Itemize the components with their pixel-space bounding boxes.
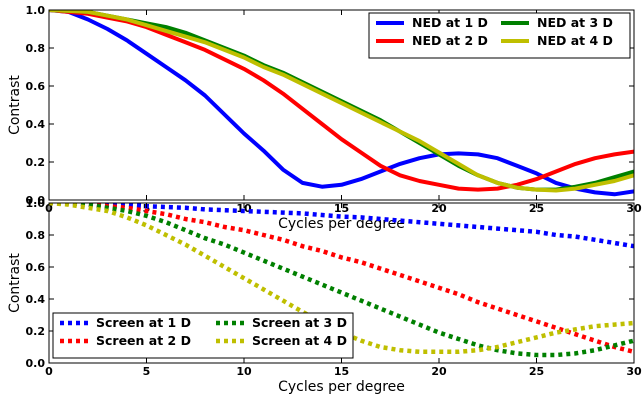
x-tick-label: 0: [45, 365, 53, 378]
legend-label-3: Screen at 3 D: [252, 315, 347, 330]
y-tick-label: 0.4: [26, 293, 46, 306]
legend-label-4: Screen at 4 D: [252, 333, 347, 348]
y-tick-label: 0.2: [26, 156, 46, 169]
legend-label-1: Screen at 1 D: [96, 315, 191, 330]
y-tick-label: 0.2: [26, 325, 46, 338]
x-tick-label: 5: [143, 202, 151, 215]
x-tick-label: 25: [529, 202, 544, 215]
x-axis-label: Cycles per degree: [278, 216, 405, 232]
x-tick-label: 25: [529, 365, 544, 378]
x-tick-label: 5: [143, 365, 151, 378]
y-tick-label: 0.4: [26, 118, 46, 131]
legend-box: [368, 12, 631, 59]
y-tick-label: 1.0: [26, 4, 46, 17]
series-line-4: [49, 10, 634, 193]
x-tick-label: 15: [334, 202, 349, 215]
y-tick-label: 0.0: [26, 357, 46, 370]
y-tick-label: 0.8: [26, 229, 46, 242]
series-line-3: [49, 203, 634, 358]
x-tick-label: 15: [334, 365, 349, 378]
y-tick-label: 0.8: [26, 42, 46, 55]
series-line-2: [49, 203, 634, 354]
legend-label-3: NED at 3 D: [537, 15, 613, 30]
legend-label-2: Screen at 2 D: [96, 333, 191, 348]
series-group: [49, 10, 634, 197]
legend-label-1: NED at 1 D: [412, 15, 488, 30]
legend-label-4: NED at 4 D: [537, 33, 613, 48]
legend-box: [52, 312, 354, 359]
x-tick-label: 20: [431, 365, 447, 378]
legend: NED at 1 D NED at 2 D NED at 3 D NED at 4 D: [368, 12, 631, 59]
y-axis-label: Contrast: [7, 75, 23, 135]
y-tick-label: 0.6: [26, 261, 46, 274]
x-tick-label: 10: [236, 202, 252, 215]
x-tick-label: 30: [626, 365, 642, 378]
chart-panel-2: 0 5 10 15 20 25 30 0.0 0.2 0.4 0.6 0.8 1.0 Cycles per…: [7, 197, 642, 395]
y-tick-label: 1.0: [26, 197, 46, 210]
x-tick-label: 10: [236, 365, 252, 378]
legend-label-2: NED at 2 D: [412, 33, 488, 48]
y-tick-label: 0.0: [26, 194, 46, 207]
x-tick-label: 20: [431, 202, 447, 215]
series-line-1: [49, 10, 634, 197]
y-axis-label: Contrast: [7, 253, 23, 313]
x-axis-label: Cycles per degree: [278, 379, 405, 395]
y-tick-label: 0.6: [26, 80, 46, 93]
legend: Screen at 1 D Screen at 2 D Screen at 3 D S…: [52, 312, 354, 359]
